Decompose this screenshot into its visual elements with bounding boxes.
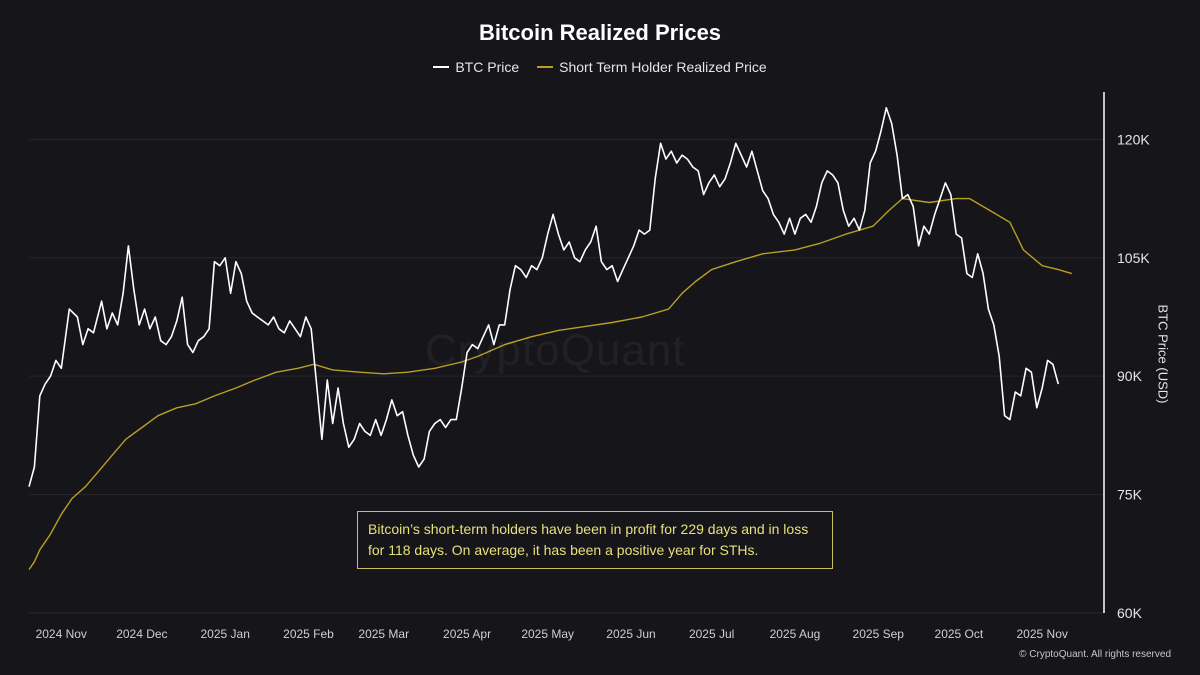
series-line-sth-realized-price — [28, 197, 1072, 570]
y-axis: 60K 75K 90K 105K 120K — [1103, 92, 1150, 621]
y-tick-label: 120K — [1117, 131, 1150, 147]
x-axis: 2024 Nov 2024 Dec 2025 Jan 2025 Feb 2025 Mar… — [36, 627, 1068, 641]
legend-label-sth-realized-price: Short Term Holder Realized Price — [559, 59, 767, 75]
watermark: CryptoQuant — [425, 326, 686, 375]
legend-swatch-sth-realized-price — [537, 66, 554, 68]
x-tick-label: 2025 Mar — [358, 627, 409, 641]
legend-label-btc-price: BTC Price — [455, 59, 520, 75]
y-tick-label: 105K — [1117, 250, 1150, 266]
y-tick-label: 90K — [1117, 368, 1143, 384]
y-tick-label: 75K — [1117, 487, 1143, 503]
x-tick-label: 2024 Dec — [116, 627, 167, 641]
series-layer — [28, 107, 1072, 570]
x-tick-label: 2024 Nov — [36, 627, 87, 641]
legend-item-btc-price[interactable]: BTC Price — [433, 59, 519, 75]
x-tick-label: 2025 Jul — [689, 627, 734, 641]
legend-swatch-btc-price — [433, 66, 450, 68]
series-line-btc-price — [28, 107, 1060, 487]
y-axis-label: BTC Price (USD) — [1155, 304, 1171, 404]
y-tick-label: 60K — [1117, 605, 1143, 621]
legend: BTC Price Short Term Holder Realized Pri… — [0, 59, 1200, 75]
x-tick-label: 2025 Nov — [1017, 627, 1068, 641]
x-tick-label: 2025 Aug — [770, 627, 821, 641]
legend-item-sth-realized-price[interactable]: Short Term Holder Realized Price — [537, 59, 767, 75]
copyright-text: © CryptoQuant. All rights reserved — [1019, 649, 1171, 660]
x-tick-label: 2025 Jun — [606, 627, 655, 641]
x-tick-label: 2025 Sep — [853, 627, 905, 641]
x-tick-label: 2025 Jan — [200, 627, 249, 641]
x-tick-label: 2025 May — [521, 627, 574, 641]
x-tick-label: 2025 Oct — [935, 627, 984, 641]
x-tick-label: 2025 Feb — [283, 627, 334, 641]
chart-title: Bitcoin Realized Prices — [478, 20, 722, 45]
x-tick-label: 2025 Apr — [443, 627, 491, 641]
annotation-box: Bitcoin’s short-term holders have been i… — [357, 511, 833, 569]
grid-lines — [29, 138, 1104, 614]
